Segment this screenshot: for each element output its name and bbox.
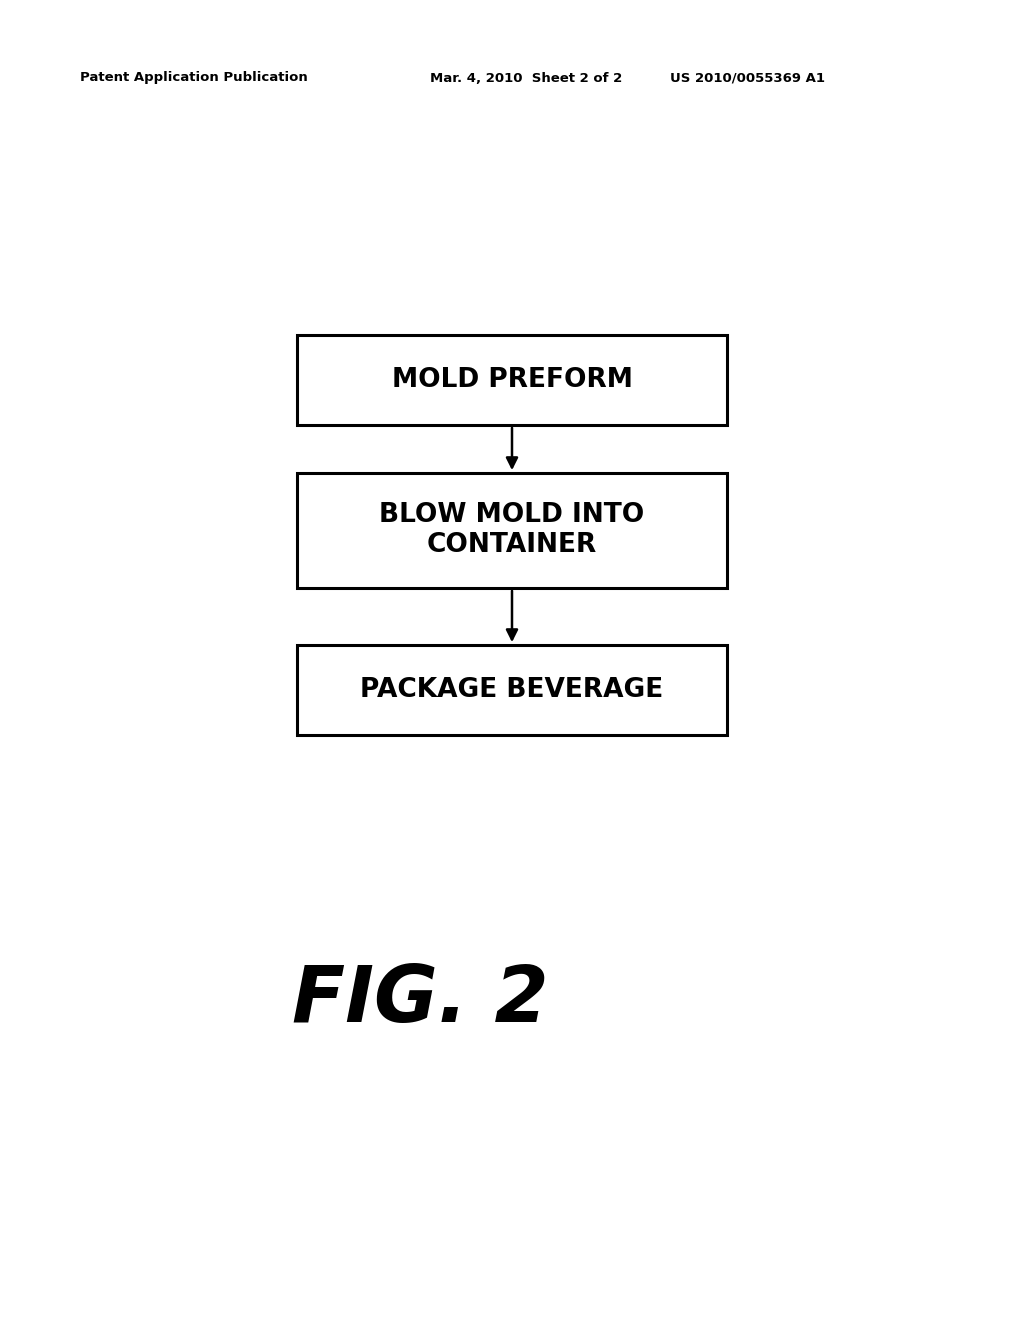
Text: Patent Application Publication: Patent Application Publication [80,71,308,84]
Text: FIG. 2: FIG. 2 [292,962,548,1038]
Text: BLOW MOLD INTO
CONTAINER: BLOW MOLD INTO CONTAINER [379,502,645,558]
Text: MOLD PREFORM: MOLD PREFORM [391,367,633,393]
Text: Mar. 4, 2010  Sheet 2 of 2: Mar. 4, 2010 Sheet 2 of 2 [430,71,623,84]
Text: US 2010/0055369 A1: US 2010/0055369 A1 [670,71,825,84]
Bar [297,473,727,587]
Bar [297,335,727,425]
Text: PACKAGE BEVERAGE: PACKAGE BEVERAGE [360,677,664,704]
Bar [297,645,727,735]
